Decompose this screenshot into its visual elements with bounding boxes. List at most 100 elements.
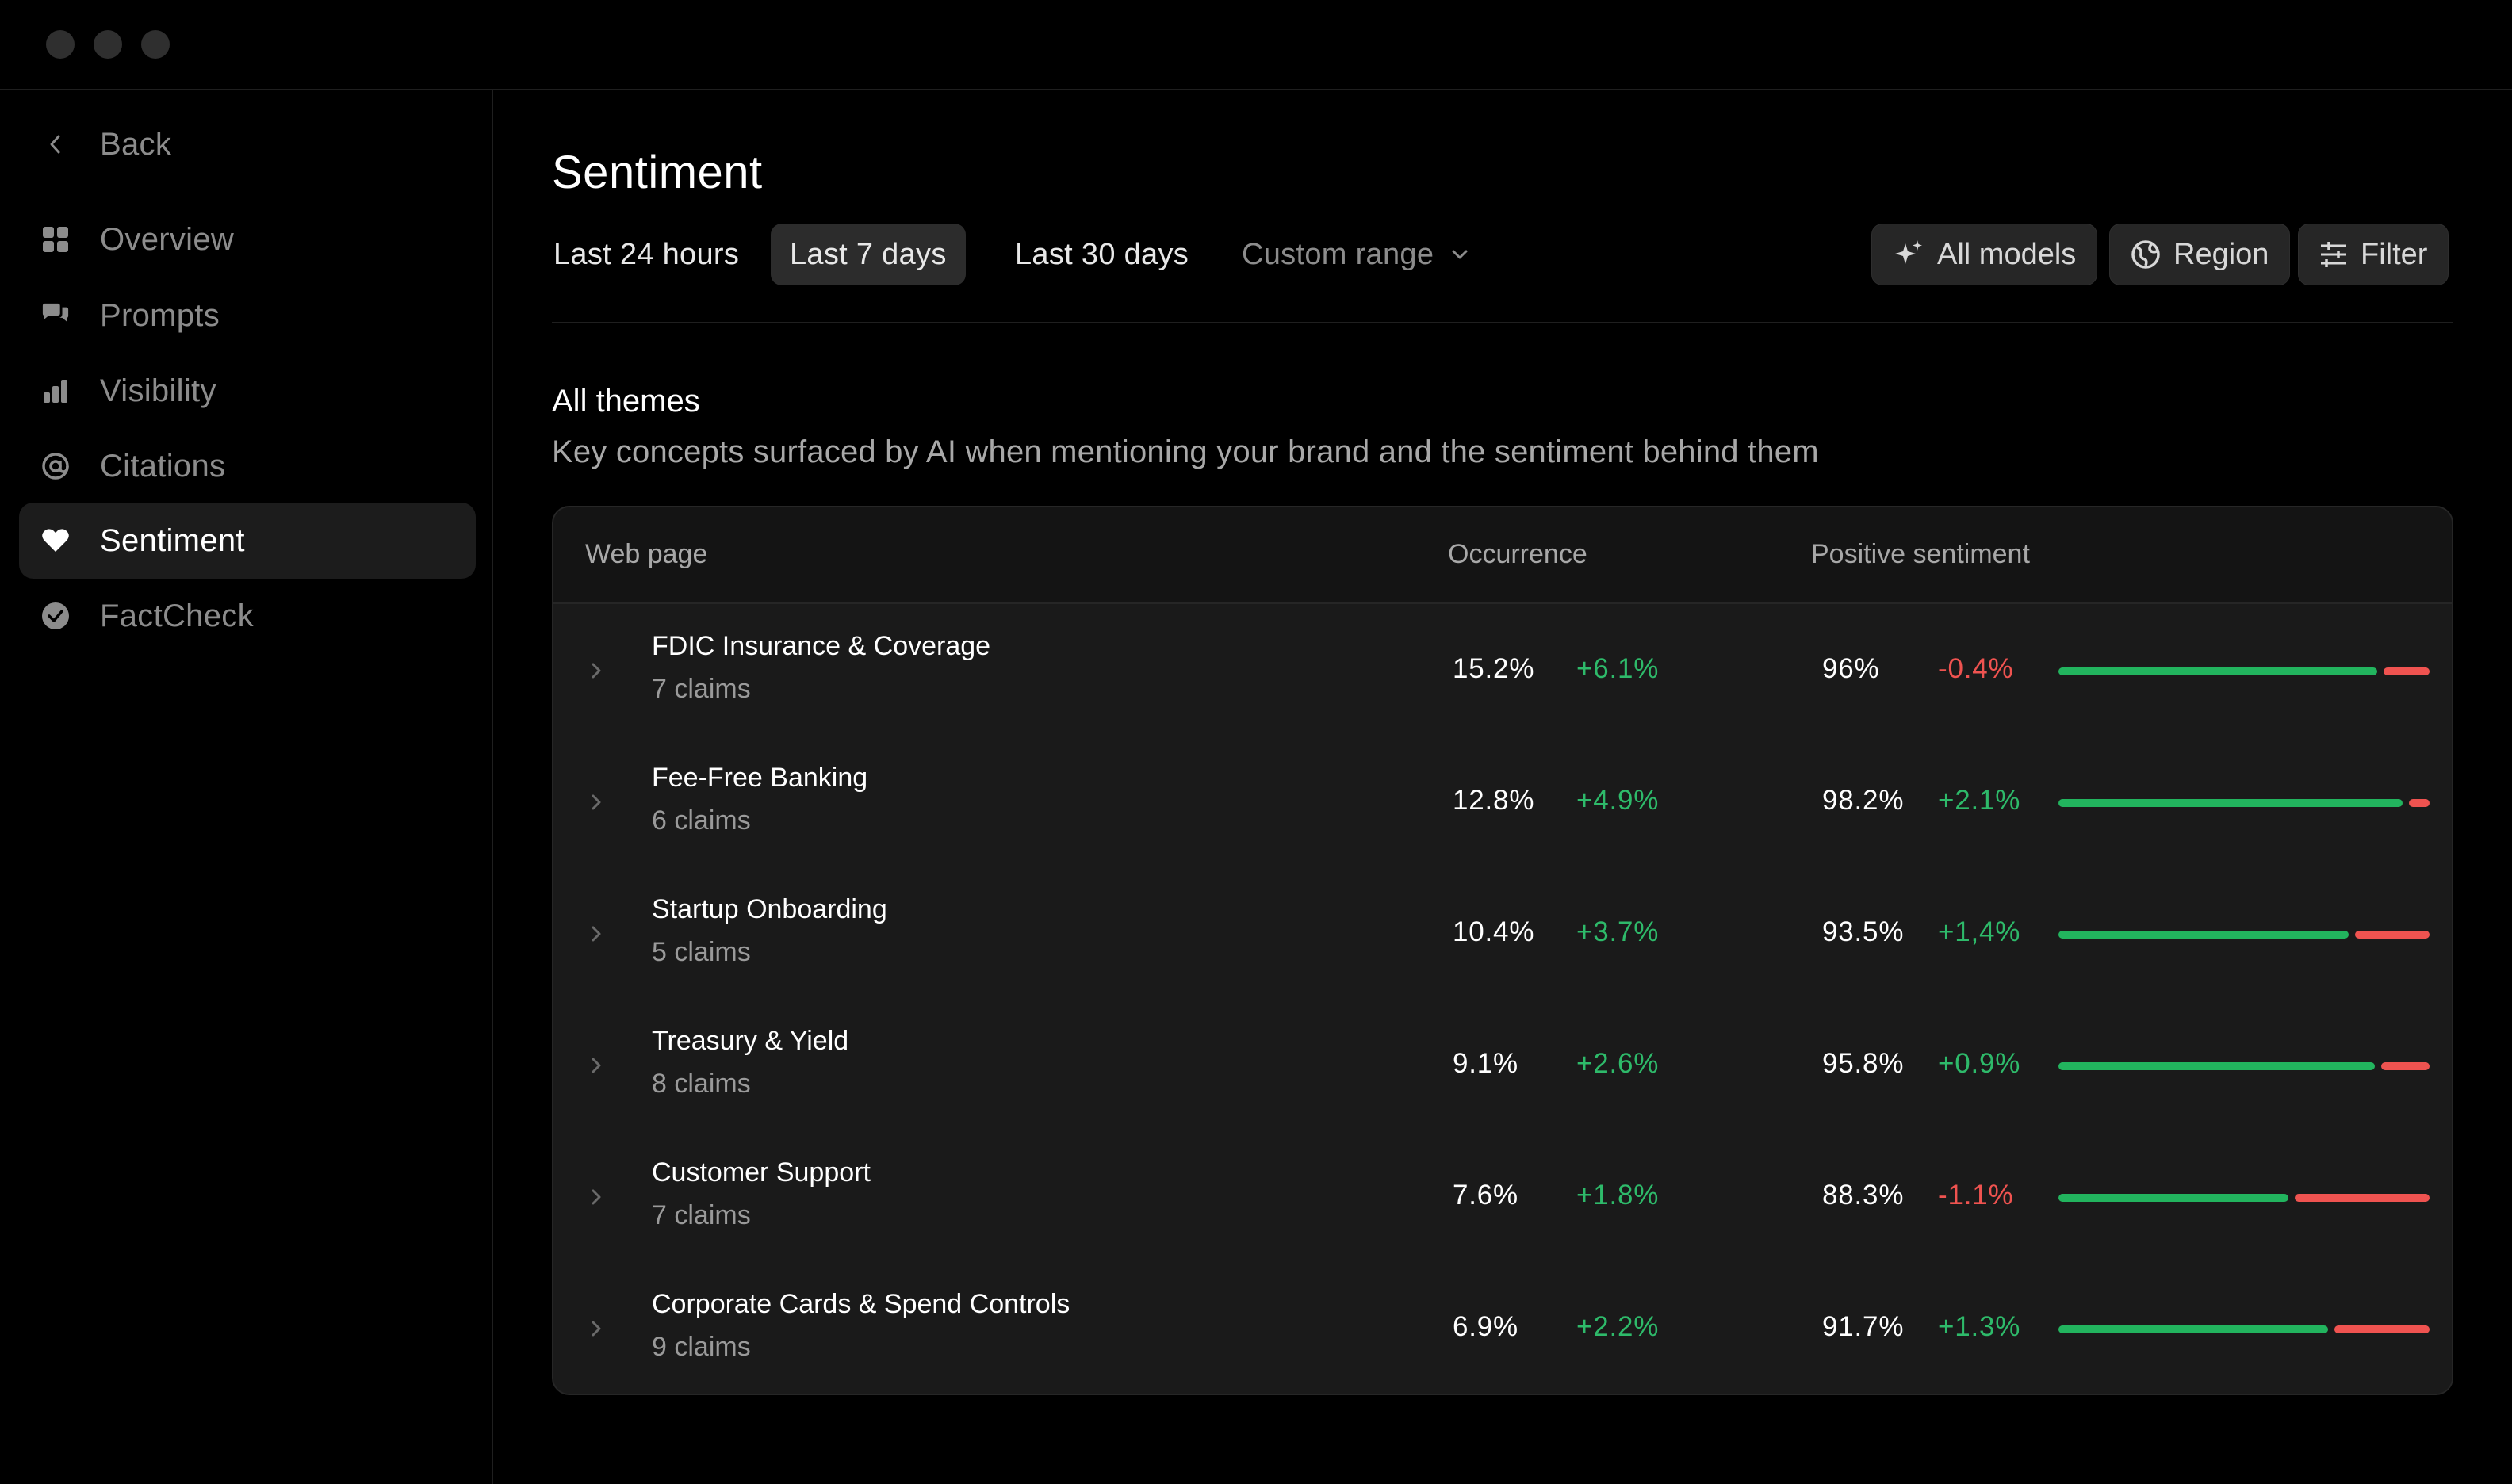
window-titlebar	[0, 0, 2512, 90]
sidebar-item-label: Prompts	[100, 297, 220, 333]
sidebar-item-label: Overview	[100, 221, 235, 257]
main-content: Sentiment Last 24 hours Last 7 days Last…	[493, 90, 2512, 1484]
theme-claims-count: 7 claims	[652, 674, 751, 704]
sentiment-bar-negative	[2384, 667, 2430, 675]
globe-icon	[2131, 240, 2160, 269]
sliders-icon	[2321, 242, 2346, 267]
tab-last-30-days[interactable]: Last 30 days	[1015, 237, 1189, 271]
theme-title: Corporate Cards & Spend Controls	[652, 1289, 1070, 1319]
back-button[interactable]: Back	[19, 106, 476, 182]
theme-title: Customer Support	[652, 1157, 871, 1188]
tab-last-24-hours[interactable]: Last 24 hours	[553, 237, 740, 271]
occurrence-value: 15.2%	[1453, 653, 1535, 684]
sidebar-item-label: Visibility	[100, 373, 216, 408]
theme-title: Fee-Free Banking	[652, 763, 868, 793]
chevron-right-icon[interactable]	[585, 1183, 607, 1211]
positive-sentiment-delta: +1.3%	[1938, 1311, 2021, 1342]
tab-last-7-days[interactable]: Last 7 days	[771, 224, 966, 285]
sentiment-bar	[2058, 1325, 2430, 1333]
sentiment-bar	[2058, 1062, 2430, 1070]
sidebar-item-citations[interactable]: Citations	[19, 428, 476, 504]
chevron-down-icon	[1451, 249, 1469, 260]
sentiment-bar-positive	[2058, 1194, 2288, 1202]
occurrence-value: 12.8%	[1453, 785, 1535, 816]
table-row[interactable]: FDIC Insurance & Coverage 7 claims 15.2%…	[553, 604, 2452, 737]
theme-claims-count: 9 claims	[652, 1332, 751, 1362]
check-badge-icon	[41, 602, 70, 630]
chevron-right-icon[interactable]	[585, 920, 607, 948]
theme-claims-count: 8 claims	[652, 1069, 751, 1099]
table-row[interactable]: Corporate Cards & Spend Controls 9 claim…	[553, 1262, 2452, 1394]
table-row[interactable]: Customer Support 7 claims 7.6% +1.8% 88.…	[553, 1130, 2452, 1264]
column-header-occurrence[interactable]: Occurrence	[1448, 539, 1587, 569]
positive-sentiment-value: 88.3%	[1822, 1180, 1905, 1211]
grid-icon	[41, 225, 70, 254]
sidebar-item-overview[interactable]: Overview	[19, 201, 476, 277]
theme-title: Startup Onboarding	[652, 894, 887, 924]
header-divider	[552, 322, 2453, 323]
sentiment-bar-negative	[2295, 1194, 2430, 1202]
sidebar-item-sentiment[interactable]: Sentiment	[19, 503, 476, 579]
custom-range-dropdown[interactable]: Custom range	[1223, 224, 1488, 285]
all-models-button[interactable]: All models	[1871, 224, 2098, 285]
positive-sentiment-value: 98.2%	[1822, 785, 1905, 816]
section-subtitle: Key concepts surfaced by AI when mention…	[552, 434, 1819, 469]
chevron-right-icon[interactable]	[585, 656, 607, 685]
occurrence-delta: +2.2%	[1576, 1311, 1660, 1342]
sidebar-item-factcheck[interactable]: FactCheck	[19, 578, 476, 654]
filter-button[interactable]: Filter	[2298, 224, 2449, 285]
chevron-right-icon[interactable]	[585, 1051, 607, 1080]
chevron-right-icon[interactable]	[585, 788, 607, 817]
sentiment-bar-negative	[2334, 1325, 2430, 1333]
positive-sentiment-delta: +0.9%	[1938, 1048, 2021, 1079]
table-row[interactable]: Fee-Free Banking 6 claims 12.8% +4.9% 98…	[553, 736, 2452, 869]
sidebar-item-label: Sentiment	[100, 522, 245, 558]
region-button[interactable]: Region	[2109, 224, 2291, 285]
sentiment-bar-positive	[2058, 1325, 2328, 1333]
table-header: Web page Occurrence Positive sentiment	[553, 507, 2452, 604]
section-title: All themes	[552, 384, 700, 419]
chat-bubbles-icon	[41, 301, 70, 330]
window-zoom-dot[interactable]	[141, 30, 170, 59]
positive-sentiment-value: 93.5%	[1822, 916, 1905, 947]
occurrence-value: 6.9%	[1453, 1311, 1518, 1342]
sentiment-bar-negative	[2355, 931, 2430, 939]
table-row[interactable]: Startup Onboarding 5 claims 10.4% +3.7% …	[553, 867, 2452, 1000]
occurrence-value: 10.4%	[1453, 916, 1535, 947]
sentiment-bar-positive	[2058, 1062, 2375, 1070]
at-sign-icon	[41, 452, 70, 480]
table-row[interactable]: Treasury & Yield 8 claims 9.1% +2.6% 95.…	[553, 999, 2452, 1132]
page-title: Sentiment	[552, 147, 763, 198]
occurrence-value: 7.6%	[1453, 1180, 1518, 1211]
filter-label: Filter	[2361, 237, 2428, 271]
column-header-web-page[interactable]: Web page	[585, 539, 708, 569]
theme-claims-count: 5 claims	[652, 937, 751, 967]
sentiment-bar	[2058, 931, 2430, 939]
positive-sentiment-value: 91.7%	[1822, 1311, 1905, 1342]
sentiment-bar	[2058, 1194, 2430, 1202]
window-close-dot[interactable]	[46, 30, 75, 59]
sidebar-item-visibility[interactable]: Visibility	[19, 353, 476, 429]
sentiment-bar-negative	[2381, 1062, 2430, 1070]
column-header-positive-sentiment[interactable]: Positive sentiment	[1811, 539, 2030, 569]
sentiment-bar	[2058, 799, 2430, 807]
heart-icon	[41, 526, 70, 555]
sentiment-bar-positive	[2058, 799, 2403, 807]
back-label: Back	[100, 126, 172, 162]
chevron-left-icon	[41, 130, 70, 159]
bar-chart-icon	[41, 377, 70, 405]
sidebar: Back Overview Prompts Visibility Citatio…	[0, 90, 493, 1484]
sidebar-item-prompts[interactable]: Prompts	[19, 277, 476, 354]
sidebar-item-label: Citations	[100, 448, 226, 484]
positive-sentiment-delta: +2.1%	[1938, 785, 2021, 816]
occurrence-delta: +3.7%	[1576, 916, 1660, 947]
sentiment-bar-positive	[2058, 667, 2377, 675]
sentiment-bar-positive	[2058, 931, 2349, 939]
sidebar-item-label: FactCheck	[100, 598, 254, 633]
positive-sentiment-delta: -1.1%	[1938, 1180, 2014, 1211]
window-minimize-dot[interactable]	[94, 30, 122, 59]
occurrence-delta: +4.9%	[1576, 785, 1660, 816]
occurrence-delta: +1.8%	[1576, 1180, 1660, 1211]
all-models-label: All models	[1937, 237, 2077, 271]
chevron-right-icon[interactable]	[585, 1314, 607, 1343]
